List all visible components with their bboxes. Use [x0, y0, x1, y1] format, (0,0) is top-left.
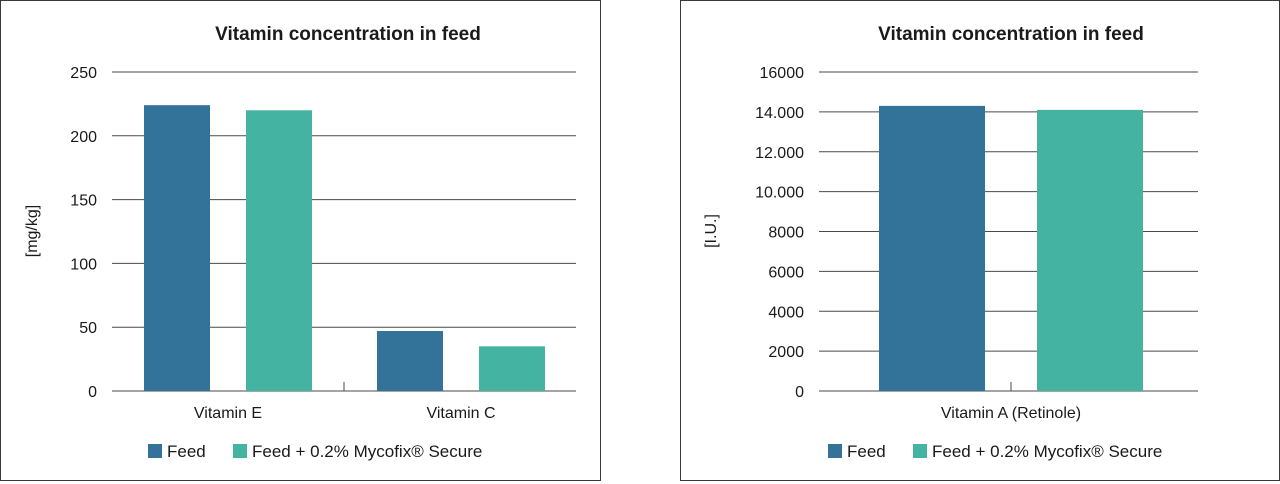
y-tick-label: 50	[79, 320, 97, 337]
bar-feed-mycofix-vitamin-a-retinole	[1037, 109, 1143, 391]
y-tick-label: 100	[70, 256, 97, 273]
chart-panel-vitamin-a: Vitamin concentration in feed [I.U.] 0 20…	[680, 0, 1280, 481]
category-labels: Vitamin E Vitamin C	[194, 405, 496, 422]
y-tick-label: 200	[70, 129, 97, 146]
y-tick-label: 12.000	[755, 145, 804, 162]
y-tick-labels: 0 50 100 150 200 250	[70, 65, 97, 401]
y-tick-label: 6000	[768, 264, 804, 281]
y-tick-label: 10.000	[755, 185, 804, 202]
y-tick-label: 2000	[768, 344, 804, 361]
legend-label-feed-mycofix: Feed + 0.2% Mycofix® Secure	[932, 442, 1162, 461]
y-tick-label: 16000	[760, 65, 805, 82]
legend-swatch-feed-mycofix	[913, 444, 927, 458]
legend: Feed Feed + 0.2% Mycofix® Secure	[148, 442, 482, 461]
category-label: Vitamin A (Retinole)	[941, 405, 1081, 422]
category-label: Vitamin C	[426, 405, 495, 422]
legend-swatch-feed	[828, 444, 842, 458]
legend: Feed Feed + 0.2% Mycofix® Secure	[828, 442, 1162, 461]
bar-feed-mycofix-vitamin-e	[246, 110, 312, 391]
bar-feed-vitamin-c	[377, 331, 443, 391]
bars	[144, 105, 545, 392]
chart-title: Vitamin concentration in feed	[215, 24, 481, 45]
y-tick-label: 8000	[768, 225, 804, 242]
bar-feed-vitamin-a-retinole	[879, 105, 985, 392]
y-tick-label: 150	[70, 193, 97, 210]
chart-title: Vitamin concentration in feed	[878, 24, 1144, 45]
legend-label-feed: Feed	[167, 442, 206, 461]
y-tick-labels: 0 2000 4000 6000 8000 10.000 12.000 14.000 16000	[755, 65, 804, 401]
bar-feed-mycofix-vitamin-c	[479, 346, 545, 391]
y-axis-title: [I.U.]	[703, 214, 720, 248]
y-tick-label: 4000	[768, 304, 804, 321]
y-tick-label: 250	[70, 65, 97, 82]
y-tick-label: 14.000	[755, 105, 804, 122]
chart-svg-left: Vitamin concentration in feed [mg/kg] 0 5…	[24, 24, 576, 461]
bar-feed-vitamin-e	[144, 105, 210, 392]
chart-svg-right: Vitamin concentration in feed [I.U.] 0 20…	[703, 24, 1198, 461]
legend-swatch-feed	[148, 444, 162, 458]
legend-label-feed-mycofix: Feed + 0.2% Mycofix® Secure	[252, 442, 482, 461]
legend-swatch-feed-mycofix	[233, 444, 247, 458]
y-tick-label: 0	[88, 384, 97, 401]
y-tick-label: 0	[795, 384, 804, 401]
bars	[879, 105, 1143, 392]
category-label: Vitamin E	[194, 405, 262, 422]
legend-label-feed: Feed	[847, 442, 886, 461]
y-axis-title: [mg/kg]	[24, 205, 41, 257]
category-labels: Vitamin A (Retinole)	[941, 405, 1081, 422]
chart-panel-vitamin-e-c: Vitamin concentration in feed [mg/kg] 0 5…	[0, 0, 601, 481]
